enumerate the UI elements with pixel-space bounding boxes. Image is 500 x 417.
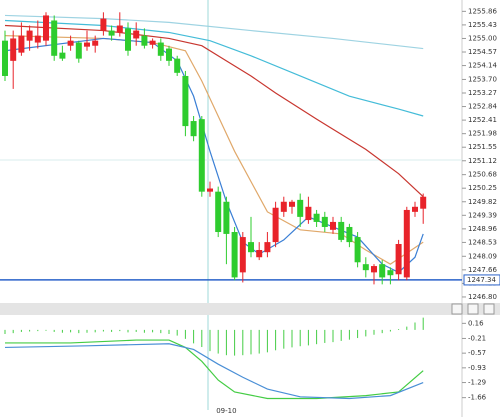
indicator-line [5, 339, 424, 400]
y-tick-label: -0.57 [468, 349, 486, 357]
y-tick-label: 1255.86 [468, 7, 497, 15]
indicator-line [4, 343, 424, 400]
y-tick-label: 1250.25 [468, 184, 497, 192]
y-tick-label: 1254.57 [468, 48, 497, 56]
y-tick-label: 1251.12 [468, 157, 497, 165]
candle-body [174, 58, 181, 73]
panel-button[interactable] [483, 303, 495, 315]
candle-body [116, 25, 123, 33]
candle-body [18, 35, 25, 53]
x-tick-label: 09-10 [216, 407, 236, 415]
candle-body [67, 40, 74, 46]
y-tick-label: -1.29 [468, 379, 486, 387]
y-tick-label: 1252.41 [468, 116, 497, 124]
candle-body [272, 207, 279, 243]
y-tick-label: -0.21 [468, 334, 486, 342]
y-tick-label: 1248.53 [468, 238, 497, 246]
y-tick-label: 1253.70 [468, 75, 497, 83]
candle-body [141, 35, 148, 46]
candle-body [182, 75, 189, 127]
price-label-box [463, 274, 500, 286]
panel-button[interactable] [451, 303, 463, 315]
panel-button[interactable] [467, 303, 479, 315]
candle-body [92, 40, 99, 46]
candle-body [108, 30, 115, 36]
y-tick-label: 1252.84 [468, 103, 497, 111]
indicator-line [4, 19, 424, 117]
candle-body [100, 18, 107, 31]
candle-body [354, 237, 361, 263]
y-tick-label: 1251.55 [468, 143, 497, 151]
candle-body [157, 42, 164, 56]
candle-body [190, 121, 197, 137]
candle-body [280, 201, 287, 212]
candle-body [26, 30, 33, 41]
y-tick-label: 1247.66 [468, 266, 497, 274]
candle-body [321, 216, 328, 227]
candle-body [59, 52, 66, 59]
candle-body [395, 243, 402, 275]
candle-body [371, 266, 377, 273]
candle-body [149, 40, 156, 45]
y-tick-label: 1249.39 [468, 211, 497, 219]
candle-body [403, 209, 410, 278]
candle-body [297, 199, 304, 217]
y-tick-label: 1246.80 [468, 293, 497, 301]
candle-body [2, 40, 8, 76]
y-tick-label: 1253.27 [468, 89, 497, 97]
candle-body [412, 206, 418, 212]
y-tick-label: -1.66 [468, 394, 487, 402]
candle-body [256, 249, 263, 258]
candle-body [223, 201, 230, 234]
candle-body [84, 42, 90, 47]
candle-body [264, 242, 271, 253]
candle-body [346, 226, 353, 243]
candle-body [338, 221, 345, 240]
panel-separator [0, 303, 500, 315]
y-tick-label: 1255.00 [468, 34, 497, 42]
indicator-line [4, 14, 424, 50]
candle-body [10, 38, 17, 61]
y-tick-label: 1251.98 [468, 130, 497, 138]
candle-body [51, 20, 58, 56]
candle-body [75, 42, 82, 59]
y-tick-label: 0.16 [468, 319, 484, 327]
candle-body [166, 48, 172, 61]
candle-body [330, 221, 336, 230]
candle-body [215, 191, 222, 233]
candle-body [133, 30, 140, 39]
price-label: 1247.34 [467, 276, 496, 284]
candle-body [43, 15, 49, 41]
candle-body [34, 35, 41, 43]
candle-body [248, 242, 254, 253]
y-tick-label: 1250.68 [468, 171, 497, 179]
candle-body [379, 264, 386, 278]
y-tick-label: 1254.14 [468, 62, 497, 70]
candle-body [289, 201, 295, 207]
candle-body [420, 196, 427, 209]
candle-body [198, 119, 205, 192]
y-tick-label: -0.93 [468, 364, 486, 372]
y-tick-label: 1249.82 [468, 198, 497, 206]
y-tick-label: 1248.96 [468, 225, 497, 233]
candle-body [305, 206, 312, 221]
candle-body [313, 213, 320, 222]
candle-body [387, 270, 394, 276]
y-tick-label: 1248.09 [468, 252, 497, 260]
y-tick-label: 1255.43 [468, 21, 497, 29]
candle-body [125, 28, 131, 51]
candle-body [231, 232, 238, 278]
candle-body [207, 188, 213, 192]
candle-body [239, 237, 246, 273]
candle-body [362, 264, 369, 271]
